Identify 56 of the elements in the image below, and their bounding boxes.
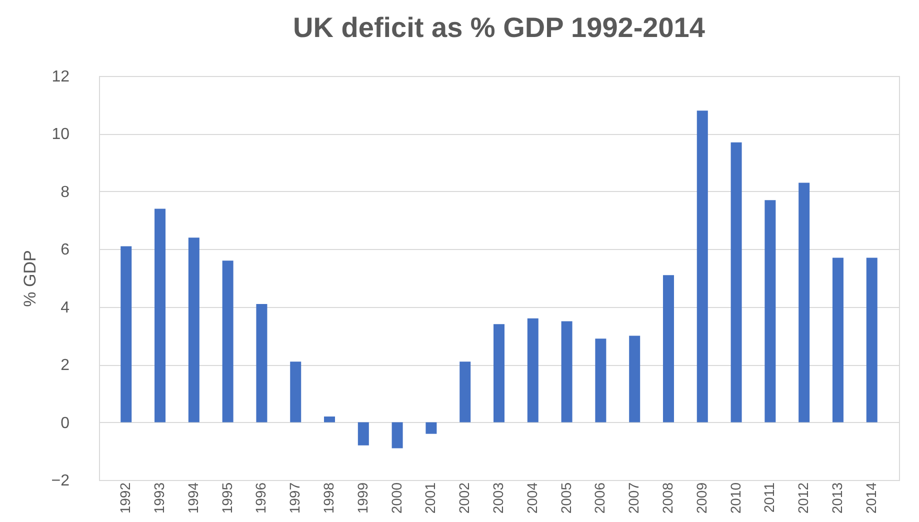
bar [188,238,200,422]
bar [730,142,742,422]
x-tick-label: 1995 [218,482,235,514]
bar [154,208,166,422]
bar [798,182,810,422]
y-tick-label: 0 [60,414,70,432]
x-tick-label: 2003 [490,482,506,514]
y-tick-label: 8 [60,184,70,201]
x-tick-label: 2010 [727,482,744,514]
x-tick-label: 1998 [320,482,337,514]
y-tick-label: 6 [60,242,70,259]
x-tick-label: 2002 [456,482,472,514]
bar [460,362,471,422]
x-tick-label: 1997 [286,482,303,514]
chart-title: UK deficit as % GDP 1992-2014 [293,12,706,43]
x-tick-label: 2009 [693,482,710,514]
bar [561,321,572,422]
x-tick-label: 2007 [626,482,642,514]
bar [426,422,437,434]
y-tick-label: 4 [60,299,70,316]
x-tick-label: 2013 [828,482,845,514]
x-tick-label: 2011 [761,482,778,513]
bar [120,246,132,422]
y-tick-label: 2 [60,357,70,374]
y-tick-label: 10 [52,126,70,144]
x-tick-label: 2005 [558,482,574,514]
bar [832,258,844,422]
bar [290,362,302,422]
bar [696,110,708,422]
x-tick-label: 2006 [592,482,608,514]
bar [764,200,776,422]
y-tick-label: −2 [51,472,70,490]
y-axis-title: % GDP [20,250,40,307]
x-tick-label: 2004 [524,482,540,514]
x-tick-label: 1993 [151,482,168,514]
y-tick-label: 12 [52,68,70,86]
x-tick-label: 2012 [795,482,812,514]
bar [358,422,369,446]
x-tick-label: 1996 [252,482,269,514]
bar [256,304,268,422]
bar [662,275,674,422]
x-tick-label: 1994 [184,482,201,514]
x-tick-label: 2001 [422,482,438,514]
bar [595,338,606,422]
x-tick-label: 2000 [388,482,404,514]
bar [527,318,538,422]
x-tick-label: 1992 [117,482,134,514]
bar [866,258,878,422]
bar [494,324,504,422]
bar [392,422,403,448]
x-tick-label: 1999 [354,482,370,514]
x-tick-label: 2014 [862,482,879,514]
bar [324,416,336,422]
bar [629,336,640,422]
bar [222,260,234,422]
x-tick-label: 2008 [659,482,676,514]
